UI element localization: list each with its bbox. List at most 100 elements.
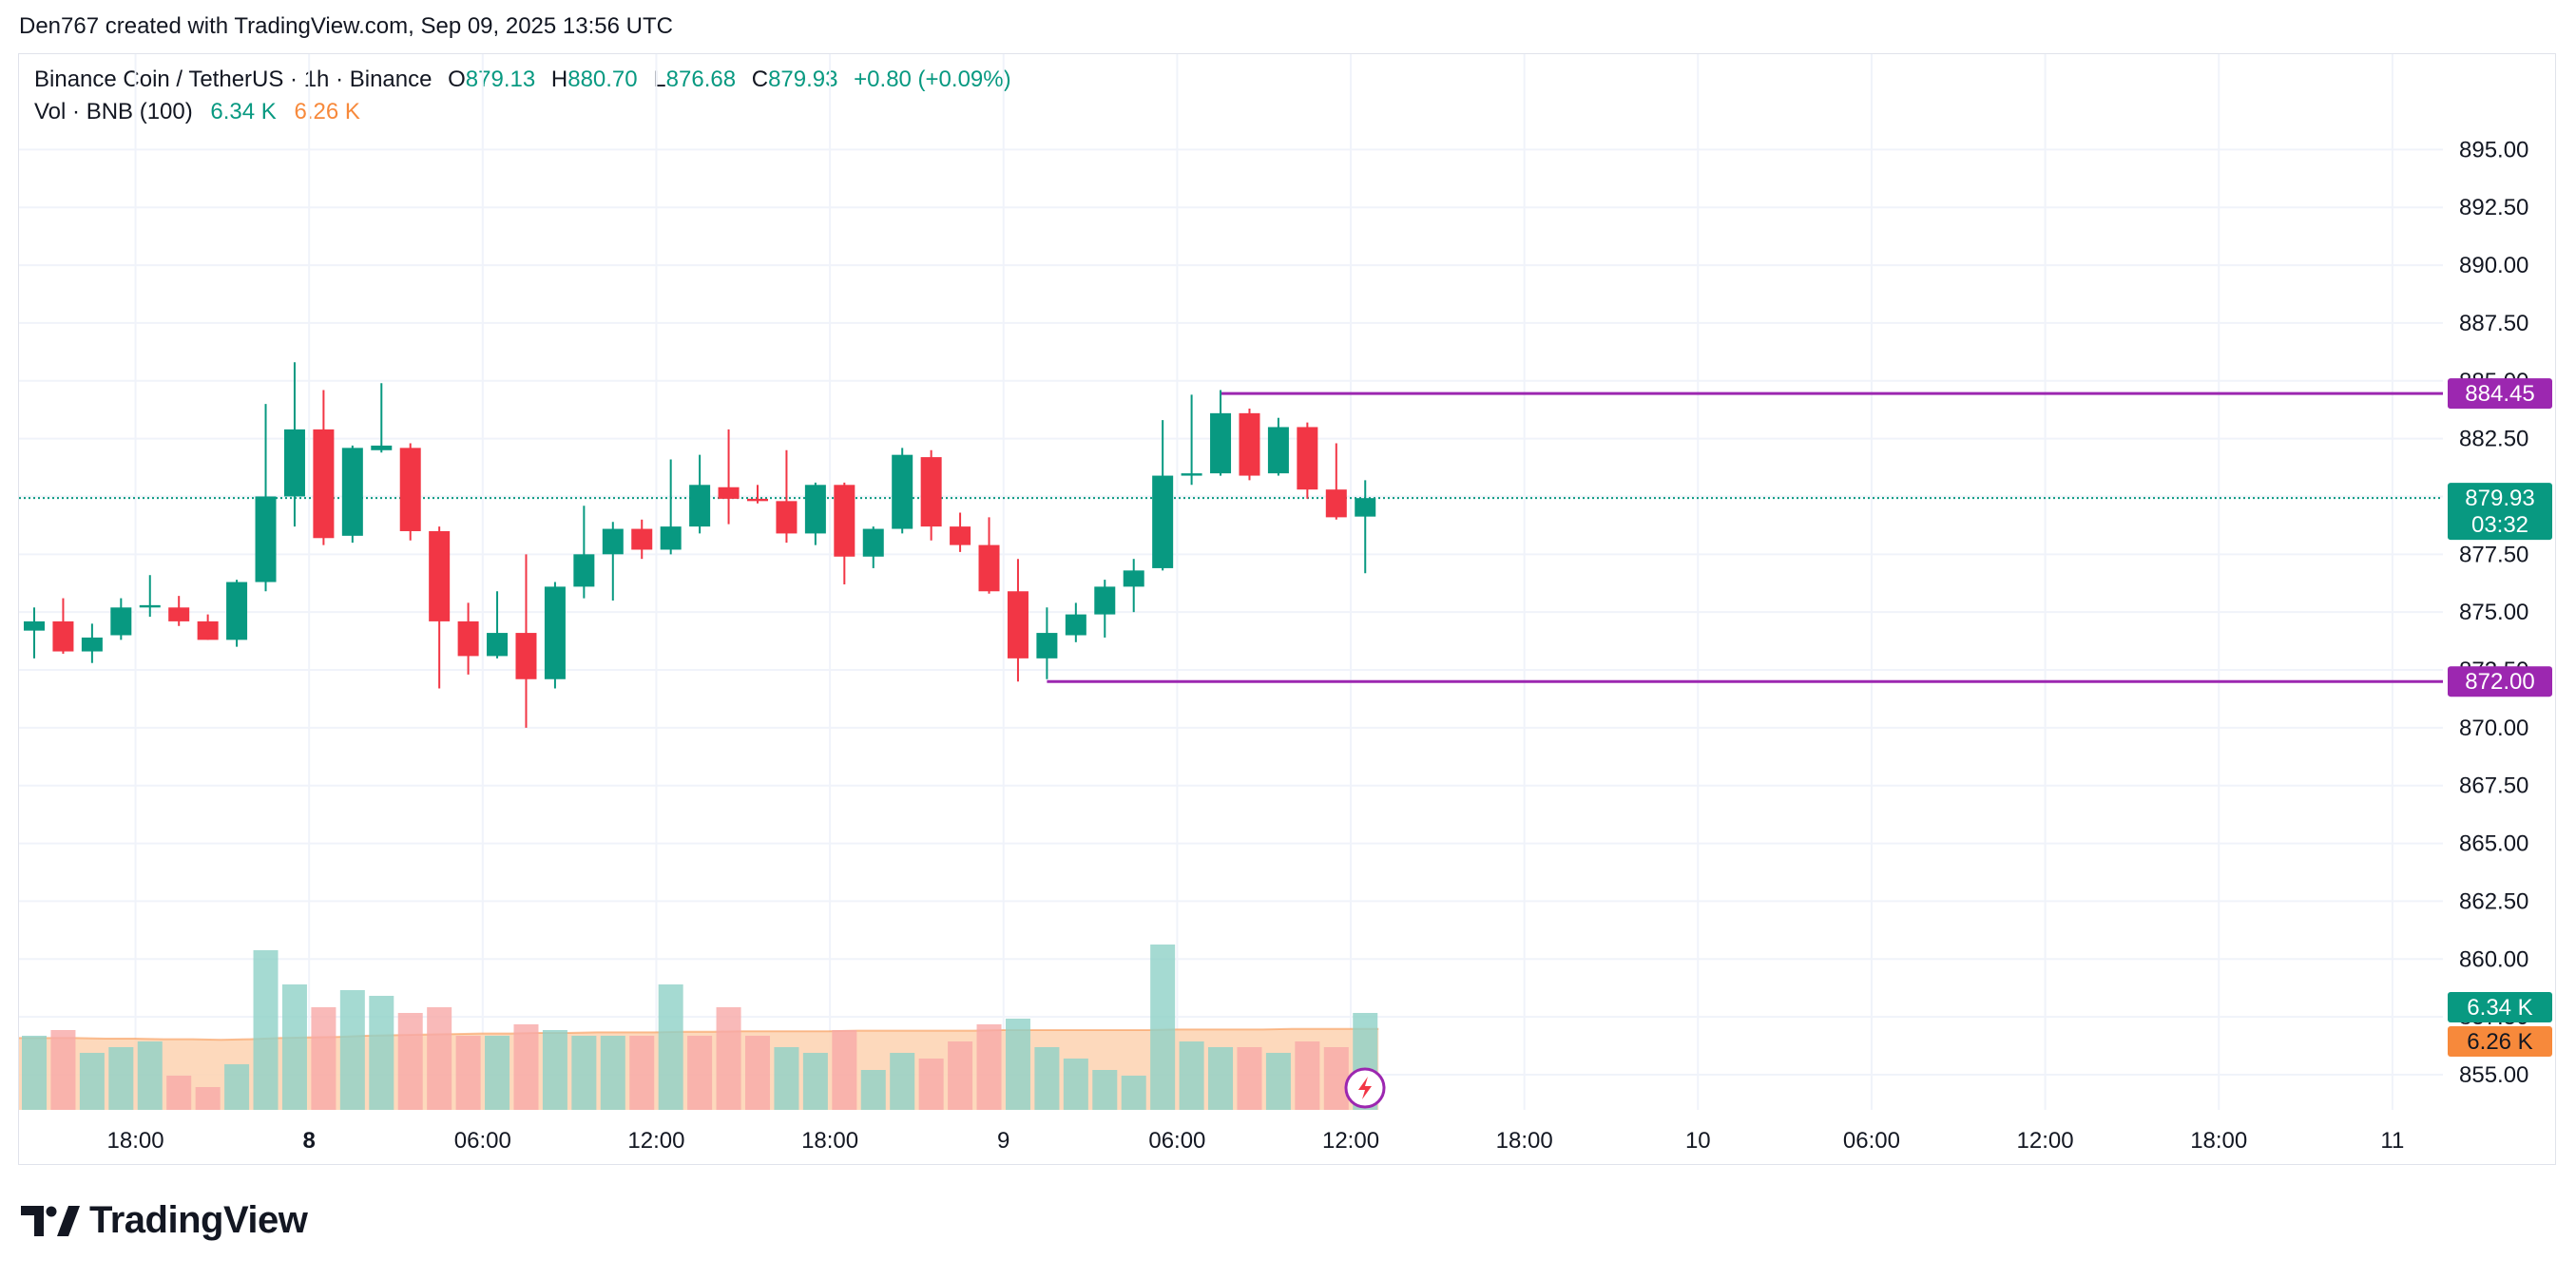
volume-bar[interactable] bbox=[918, 1059, 944, 1110]
candle-down[interactable] bbox=[313, 429, 335, 539]
volume-bar[interactable] bbox=[600, 1036, 625, 1110]
candle-up[interactable] bbox=[1036, 633, 1058, 659]
volume-bar[interactable] bbox=[224, 1064, 250, 1110]
symbol-name[interactable]: Binance Coin / TetherUS · 1h · Binance bbox=[34, 67, 433, 92]
volume-bar[interactable] bbox=[1092, 1070, 1118, 1110]
volume-bar[interactable] bbox=[1034, 1047, 1060, 1110]
candle-down[interactable] bbox=[457, 620, 479, 657]
candle-down[interactable] bbox=[631, 528, 653, 550]
candle-up[interactable] bbox=[1210, 412, 1232, 474]
candle-up[interactable] bbox=[544, 586, 566, 679]
candle-up[interactable] bbox=[573, 554, 595, 587]
volume-bar[interactable] bbox=[311, 1007, 336, 1110]
volume-bar[interactable] bbox=[745, 1036, 770, 1110]
candle-up[interactable] bbox=[110, 607, 132, 636]
volume-bar[interactable] bbox=[1295, 1041, 1320, 1110]
volume-bar[interactable] bbox=[369, 996, 394, 1110]
volume-bar[interactable] bbox=[774, 1047, 799, 1110]
candle-up[interactable] bbox=[1065, 614, 1086, 636]
candle-up[interactable] bbox=[255, 496, 277, 582]
candle-down[interactable] bbox=[515, 633, 537, 679]
candle-down[interactable] bbox=[1325, 489, 1347, 518]
x-axis-tick-label: 18:00 bbox=[107, 1128, 164, 1154]
volume-bar[interactable] bbox=[1265, 1053, 1291, 1110]
candle-up[interactable] bbox=[1152, 475, 1174, 568]
candle-up[interactable] bbox=[226, 582, 248, 640]
volume-bar[interactable] bbox=[1005, 1019, 1030, 1110]
volume-bar[interactable] bbox=[860, 1070, 886, 1110]
candle-up[interactable] bbox=[602, 528, 624, 555]
volume-bar[interactable] bbox=[397, 1013, 423, 1110]
volume-bar[interactable] bbox=[339, 990, 365, 1110]
candle-down[interactable] bbox=[776, 501, 798, 534]
candle-up[interactable] bbox=[1094, 586, 1116, 615]
candle-down[interactable] bbox=[399, 448, 421, 531]
candle-down[interactable] bbox=[920, 457, 942, 527]
volume-bar[interactable] bbox=[976, 1024, 1002, 1110]
candle-down[interactable] bbox=[834, 485, 855, 557]
candle-up[interactable] bbox=[892, 454, 913, 529]
volume-bar[interactable] bbox=[427, 1007, 452, 1110]
volume-bar[interactable] bbox=[513, 1024, 539, 1110]
candle-up[interactable] bbox=[139, 604, 161, 608]
volume-bar[interactable] bbox=[1150, 945, 1176, 1110]
candle-up[interactable] bbox=[1181, 473, 1202, 476]
volume-bar[interactable] bbox=[890, 1053, 915, 1110]
volume-bar[interactable] bbox=[571, 1036, 597, 1110]
candle-up[interactable] bbox=[487, 633, 509, 657]
volume-bar[interactable] bbox=[542, 1030, 567, 1110]
candle-down[interactable] bbox=[1239, 412, 1260, 476]
volume-bar[interactable] bbox=[802, 1053, 828, 1110]
tradingview-logo[interactable]: TradingView bbox=[21, 1199, 308, 1242]
candle-up[interactable] bbox=[341, 448, 363, 536]
candle-up[interactable] bbox=[371, 445, 393, 450]
volume-bar[interactable] bbox=[1179, 1041, 1204, 1110]
volume-bar[interactable] bbox=[485, 1036, 510, 1110]
volume-label[interactable]: Vol · BNB (100) bbox=[34, 99, 193, 124]
volume-bar[interactable] bbox=[22, 1036, 47, 1110]
candle-up[interactable] bbox=[283, 429, 305, 497]
volume-bar[interactable] bbox=[166, 1076, 192, 1110]
volume-bar[interactable] bbox=[50, 1030, 76, 1110]
candle-up[interactable] bbox=[24, 620, 45, 631]
volume-bar[interactable] bbox=[1063, 1059, 1088, 1110]
candle-down[interactable] bbox=[1007, 591, 1028, 659]
candle-down[interactable] bbox=[1297, 427, 1318, 490]
volume-bar[interactable] bbox=[108, 1047, 134, 1110]
volume-bar[interactable] bbox=[716, 1007, 741, 1110]
volume-bar[interactable] bbox=[948, 1041, 973, 1110]
candle-up[interactable] bbox=[862, 528, 884, 557]
candle-up[interactable] bbox=[1123, 570, 1144, 587]
candle-down[interactable] bbox=[950, 526, 971, 545]
volume-bar[interactable] bbox=[455, 1036, 481, 1110]
candle-down[interactable] bbox=[52, 620, 74, 652]
volume-bar[interactable] bbox=[1208, 1047, 1234, 1110]
candle-up[interactable] bbox=[81, 637, 103, 652]
candle-up[interactable] bbox=[804, 485, 826, 534]
candle-down[interactable] bbox=[747, 498, 768, 502]
candle-down[interactable] bbox=[429, 530, 451, 621]
x-axis-tick-label: 18:00 bbox=[801, 1128, 858, 1154]
volume-bar[interactable] bbox=[195, 1087, 221, 1110]
volume-bar[interactable] bbox=[281, 984, 307, 1110]
volume-bar[interactable] bbox=[832, 1030, 857, 1110]
candle-down[interactable] bbox=[197, 620, 219, 640]
volume-bar[interactable] bbox=[253, 950, 279, 1110]
change-value: +0.80 (+0.09%) bbox=[854, 67, 1011, 92]
volume-bar[interactable] bbox=[1323, 1047, 1349, 1110]
volume-bar[interactable] bbox=[1237, 1047, 1262, 1110]
candle-up[interactable] bbox=[660, 526, 682, 550]
volume-bar[interactable] bbox=[79, 1053, 105, 1110]
candle-up[interactable] bbox=[1267, 427, 1289, 474]
volume-bar[interactable] bbox=[687, 1036, 713, 1110]
candle-up[interactable] bbox=[689, 485, 711, 527]
candle-down[interactable] bbox=[718, 487, 740, 499]
volume-bar[interactable] bbox=[1121, 1076, 1146, 1110]
candle-down[interactable] bbox=[978, 544, 1000, 592]
volume-bar[interactable] bbox=[658, 984, 683, 1110]
candle-down[interactable] bbox=[168, 607, 190, 621]
candle-up[interactable] bbox=[1355, 498, 1376, 517]
volume-bar[interactable] bbox=[629, 1036, 655, 1110]
volume-bar[interactable] bbox=[137, 1041, 163, 1110]
